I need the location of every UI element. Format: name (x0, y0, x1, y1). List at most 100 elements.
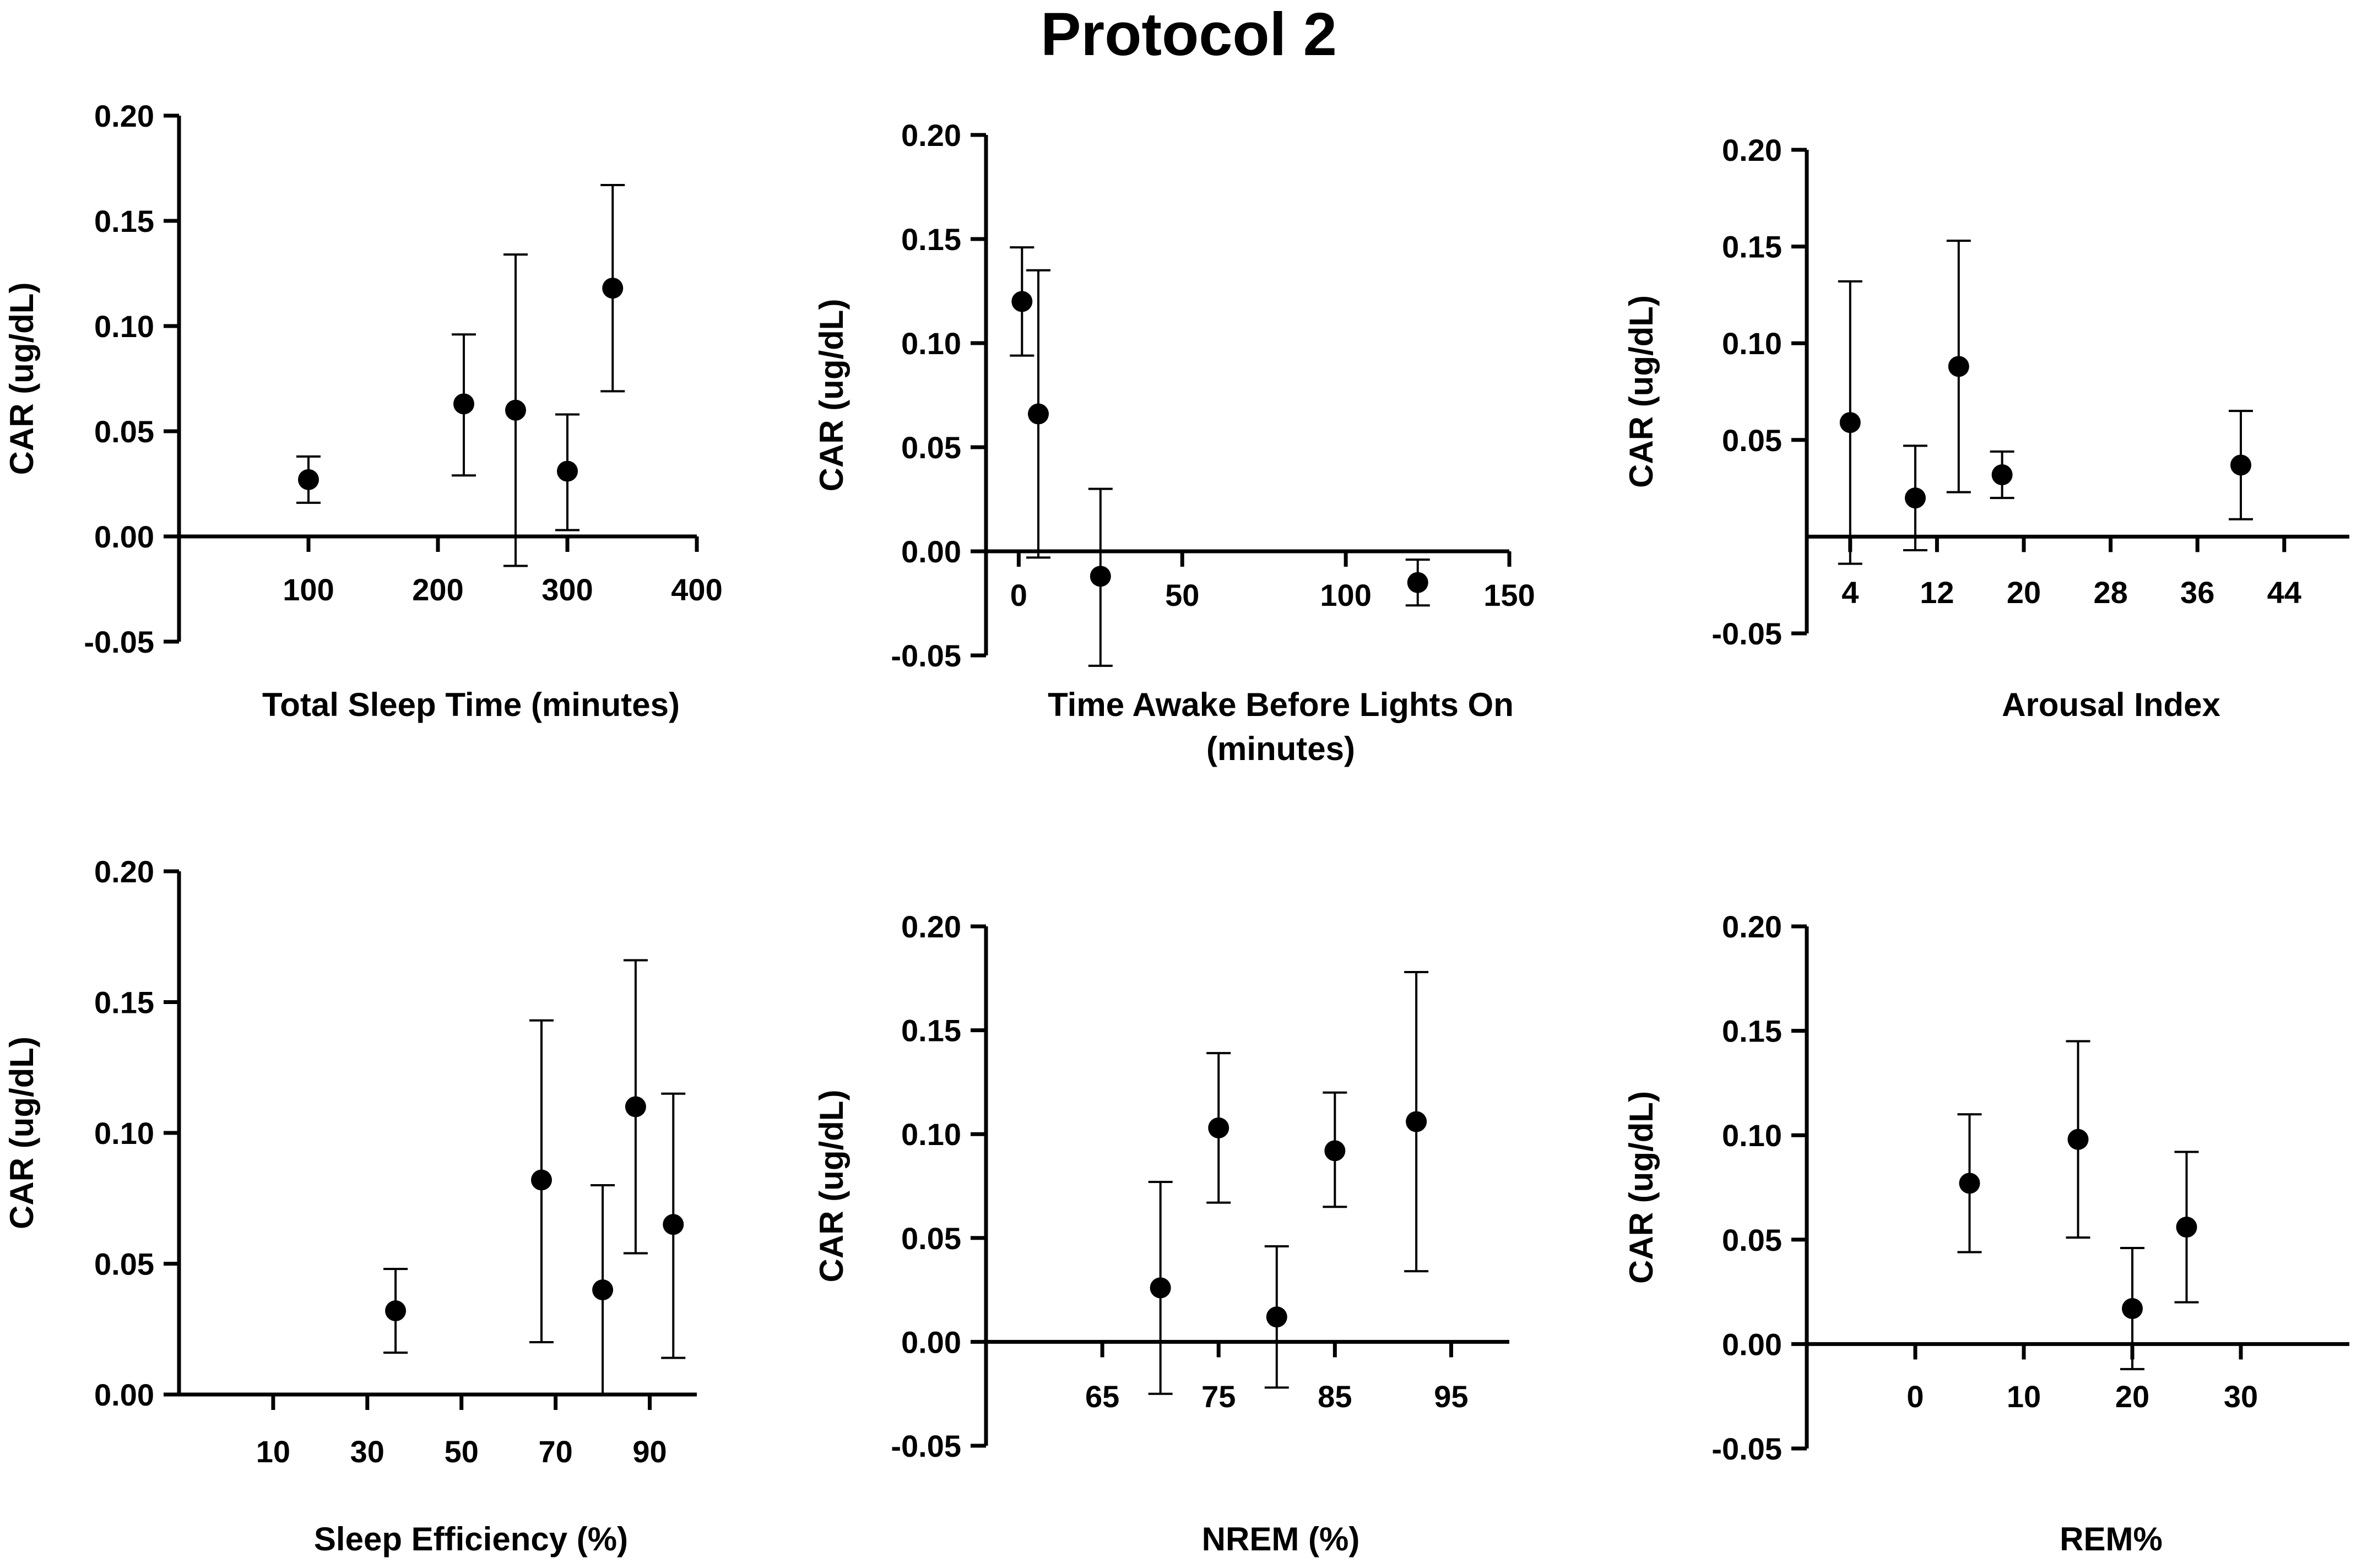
data-point-group (1010, 246, 1034, 357)
y-tick-label: 0.05 (901, 1221, 961, 1256)
data-point (298, 469, 319, 490)
data-point-group (296, 455, 321, 504)
x-tick-label: 70 (538, 1434, 572, 1469)
y-tick-label: 0.15 (94, 985, 154, 1020)
y-tick-label: 0.15 (901, 222, 961, 257)
data-point (663, 1214, 684, 1235)
x-tick-label: 75 (1201, 1379, 1236, 1414)
x-tick-label: 65 (1085, 1379, 1119, 1414)
y-tick-label: 0.20 (94, 99, 154, 133)
data-point-group (1323, 1091, 1347, 1208)
chart-panel-rem: -0.05 0.00 0.05 0.10 0.15 0.20 0 10 20 30 CAR (ug/… (1623, 909, 2349, 1558)
y-tick-label: 0.05 (1722, 1223, 1782, 1257)
data-point-group (1903, 444, 1927, 551)
y-tick-label: 0.15 (1722, 230, 1782, 264)
x-tick-label: 44 (2267, 575, 2301, 610)
x-axis-title: Time Awake Before Lights On (1048, 686, 1514, 723)
data-point-group (623, 959, 648, 1255)
y-tick-label: -0.05 (1711, 616, 1782, 651)
data-point (2230, 454, 2251, 476)
data-point (2122, 1298, 2143, 1319)
x-tick-label: 95 (1434, 1379, 1468, 1414)
x-tick-label: 100 (1320, 578, 1371, 612)
data-point-group (1264, 1245, 1289, 1389)
data-point (2176, 1217, 2197, 1238)
x-tick-label: 50 (1165, 578, 1199, 612)
y-tick-label: 0.00 (1722, 1327, 1782, 1361)
y-axis-title: CAR (ug/dL) (1623, 295, 1660, 488)
data-point-group (1404, 970, 1429, 1273)
y-tick-label: 0.05 (94, 1247, 154, 1282)
data-point-group (2229, 410, 2253, 520)
chart-panel-nrem: -0.05 0.00 0.05 0.10 0.15 0.20 65 75 85 95 CAR (ug… (813, 909, 1509, 1558)
y-tick-label: 0.00 (94, 519, 154, 554)
data-point-group (452, 333, 476, 477)
x-tick-label: 85 (1318, 1379, 1352, 1414)
figure-title: Protocol 2 (1041, 1, 1337, 68)
x-tick-label: 30 (2224, 1379, 2258, 1414)
x-tick-label: 200 (412, 572, 463, 607)
data-point-group (2120, 1246, 2144, 1370)
data-point-group (1206, 1052, 1231, 1204)
x-tick-label: 28 (2093, 575, 2127, 610)
x-tick-label: 400 (671, 572, 722, 607)
y-axis-title: CAR (ug/dL) (3, 283, 40, 475)
y-tick-label: -0.05 (891, 638, 961, 673)
data-point (557, 460, 578, 482)
y-tick-label: 0.10 (94, 309, 154, 344)
data-point (1028, 403, 1049, 425)
data-point (385, 1300, 407, 1321)
y-tick-label: 0.05 (1722, 423, 1782, 458)
y-tick-label: 0.00 (901, 1325, 961, 1359)
x-tick-label: 10 (256, 1434, 290, 1469)
y-tick-label: 0.05 (94, 414, 154, 449)
data-point (1407, 572, 1428, 593)
x-axis-title: Total Sleep Time (minutes) (262, 686, 680, 723)
y-axis-title: CAR (ug/dL) (1623, 1091, 1660, 1284)
y-axis-title: CAR (ug/dL) (813, 1090, 850, 1283)
chart-panel-awake: -0.05 0.00 0.05 0.10 0.15 0.20 0 50 100 150 CAR (u… (813, 118, 1535, 767)
x-axis-title: (minutes) (1206, 730, 1355, 767)
chart-panel-arousal: -0.05 0.05 0.10 0.15 0.20 4 12 20 28 36 44 CAR (ug/… (1623, 133, 2349, 723)
data-point-group (591, 1184, 615, 1396)
data-point-group (1148, 1180, 1173, 1395)
y-tick-label: 0.20 (1722, 909, 1782, 944)
data-point-group (1838, 280, 1862, 565)
x-tick-label: 0 (1906, 1379, 1924, 1414)
y-tick-label: 0.05 (901, 430, 961, 465)
data-point-group (661, 1092, 686, 1359)
y-tick-label: 0.10 (901, 326, 961, 361)
y-tick-label: -0.05 (1711, 1431, 1782, 1466)
y-tick-label: 0.10 (94, 1116, 154, 1151)
x-axis-title: Sleep Efficiency (%) (314, 1521, 628, 1558)
data-point (592, 1279, 614, 1300)
data-point (1090, 566, 1111, 587)
y-tick-label: -0.05 (891, 1429, 961, 1463)
data-point (1406, 1111, 1427, 1132)
data-point (1948, 356, 1969, 377)
data-point-group (383, 1268, 408, 1354)
x-tick-label: 30 (350, 1434, 384, 1469)
data-point (505, 399, 526, 421)
x-tick-label: 50 (445, 1434, 479, 1469)
data-point-group (555, 413, 579, 531)
chart-panel-tst: -0.05 0.00 0.05 0.10 0.15 0.20 100 200 300 400 CAR… (3, 99, 723, 723)
y-axis-title: CAR (ug/dL) (813, 299, 850, 492)
data-point (453, 393, 474, 415)
y-tick-label: 0.20 (94, 854, 154, 889)
y-tick-label: -0.05 (84, 625, 154, 659)
y-tick-label: 0.00 (901, 534, 961, 569)
data-point (1011, 291, 1033, 312)
data-point (1324, 1140, 1346, 1162)
x-tick-label: 10 (2007, 1379, 2041, 1414)
data-point (1208, 1117, 1229, 1138)
x-tick-label: 100 (283, 572, 334, 607)
data-point (1266, 1306, 1287, 1328)
x-tick-label: 300 (541, 572, 593, 607)
y-tick-label: 0.15 (94, 204, 154, 238)
data-point-group (2066, 1040, 2090, 1239)
data-point-group (1946, 240, 1971, 493)
data-point (1905, 487, 1926, 509)
